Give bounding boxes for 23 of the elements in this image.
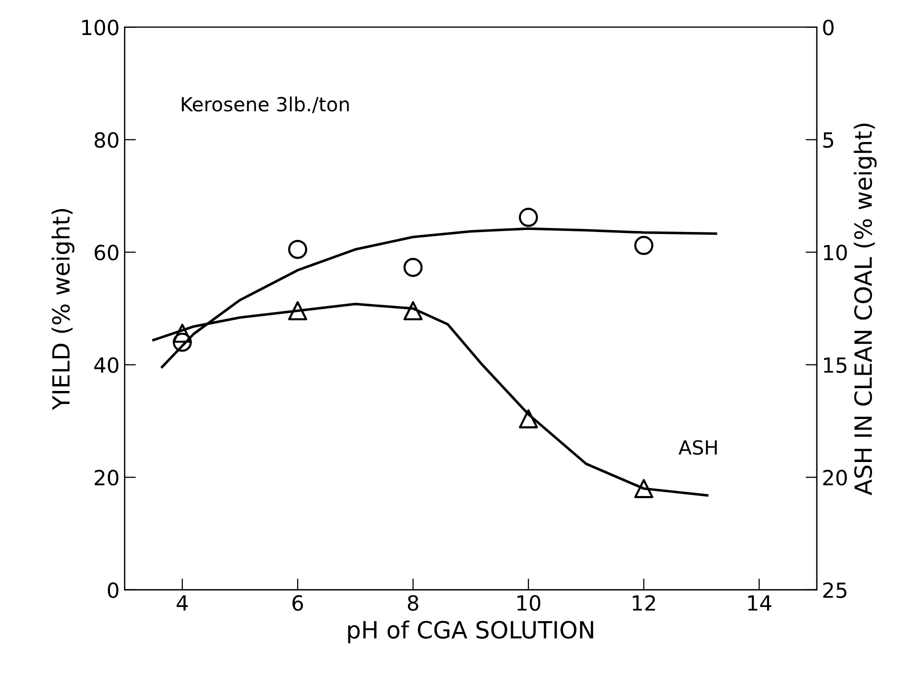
y2-tick-label: 15 [824, 357, 846, 373]
annotation: Kerosene 3lb./ton [182, 96, 349, 114]
y-tick-label: 20 [94, 470, 118, 486]
y-tick-label: 80 [94, 132, 118, 148]
y-tick-label: 60 [94, 244, 118, 260]
x-axis-title: pH of CGA SOLUTION [348, 620, 594, 644]
y-tick-label: 40 [94, 357, 118, 373]
annotation: ASH [678, 440, 717, 455]
x-tick-label: 12 [632, 595, 655, 611]
y-tick-label: 0 [108, 582, 118, 598]
x-tick-label: 14 [748, 595, 772, 611]
y2-tick-label: 25 [823, 582, 846, 598]
y2-tick-label: 5 [823, 132, 834, 148]
y2-axis-title: ASH IN CLEAN COAL (% weight) [854, 124, 877, 496]
y2-tick-label: 10 [824, 244, 847, 260]
y-axis-title: YIELD (% weight) [52, 208, 74, 410]
x-tick-label: 8 [408, 595, 418, 611]
x-tick-label: 4 [176, 595, 188, 611]
y-tick-label: 100 [82, 20, 118, 36]
y2-tick-label: 0 [823, 20, 834, 36]
y2-tick-label: 20 [823, 470, 847, 486]
x-tick-label: 6 [292, 595, 303, 611]
x-tick-label: 10 [517, 595, 540, 611]
